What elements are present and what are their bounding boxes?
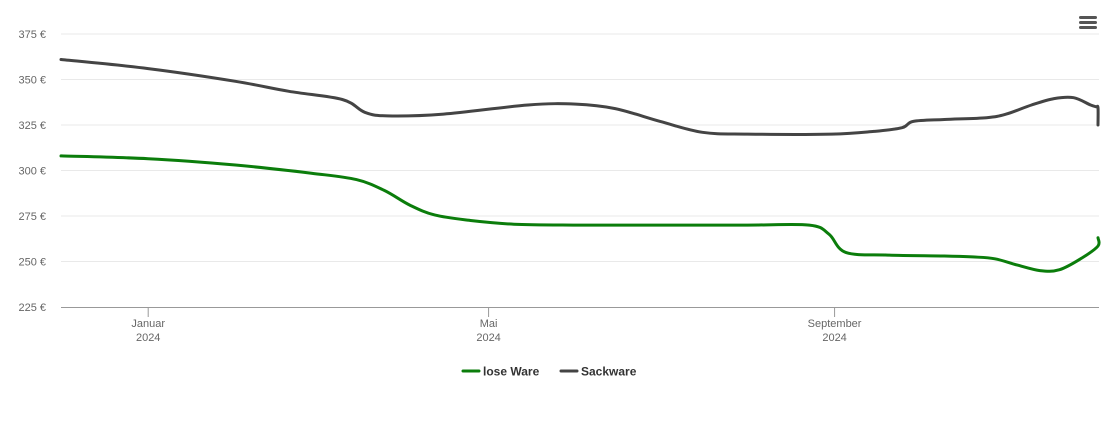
x-tick-label-month: September bbox=[808, 318, 862, 330]
x-tick-label-month: Januar bbox=[131, 318, 165, 330]
y-tick-label: 350 € bbox=[18, 75, 46, 87]
legend: lose Ware Sackware bbox=[461, 365, 637, 379]
x-tick-label-month: Mai bbox=[480, 318, 498, 330]
y-tick-label: 225 € bbox=[18, 302, 46, 314]
y-tick-label: 375 € bbox=[18, 29, 46, 41]
grid-lines bbox=[61, 33, 1099, 262]
y-tick-label: 250 € bbox=[18, 257, 46, 269]
legend-label: lose Ware bbox=[483, 365, 540, 379]
series-line-sackware bbox=[59, 58, 1100, 136]
x-tick-label-year: 2024 bbox=[822, 332, 846, 344]
x-tick-label-year: 2024 bbox=[136, 332, 160, 344]
series-lines bbox=[59, 58, 1101, 273]
y-axis-ticks: 225 € 250 € 275 € 300 € 325 € 350 € 375 € bbox=[18, 29, 46, 314]
x-axis-ticks: Januar 2024 Mai 2024 September 2024 bbox=[131, 307, 862, 344]
y-tick-label: 300 € bbox=[18, 166, 46, 178]
legend-item-sackware[interactable]: Sackware bbox=[559, 365, 637, 379]
legend-label: Sackware bbox=[581, 365, 637, 379]
y-tick-label: 275 € bbox=[18, 211, 46, 223]
legend-item-lose-ware[interactable]: lose Ware bbox=[461, 365, 540, 379]
chart-menu-button[interactable] bbox=[1077, 12, 1099, 32]
x-tick-label-year: 2024 bbox=[476, 332, 500, 344]
hamburger-menu-icon bbox=[1079, 16, 1097, 29]
series-line-lose-ware bbox=[59, 154, 1101, 273]
y-tick-label: 325 € bbox=[18, 120, 46, 132]
